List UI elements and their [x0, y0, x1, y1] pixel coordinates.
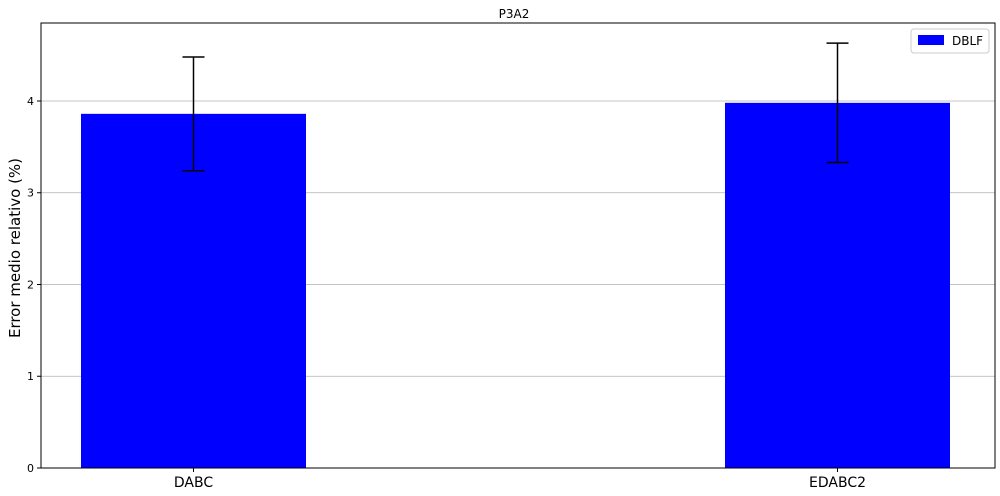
y-tick-label: 3 [27, 187, 34, 200]
bars [81, 102, 950, 469]
legend-label: DBLF [952, 34, 983, 48]
plot-frame [40, 22, 996, 469]
bar [725, 102, 950, 469]
bar [81, 113, 306, 468]
legend: DBLF [910, 28, 990, 54]
x-tick-label: EDABC2 [809, 475, 866, 491]
y-axis-ticks: 0 1 2 3 4 [27, 95, 41, 475]
legend-swatch [918, 35, 944, 45]
x-axis-ticks: DABC EDABC2 [174, 468, 866, 491]
y-tick-label: 1 [27, 370, 34, 383]
chart-title: P3A2 [499, 7, 530, 21]
error-bars [182, 42, 849, 172]
y-tick-label: 0 [27, 462, 34, 475]
y-tick-label: 4 [27, 95, 34, 108]
y-tick-label: 2 [27, 278, 34, 291]
x-tick-label: DABC [174, 475, 213, 491]
y-axis-label: Error medio relativo (%) [6, 158, 24, 338]
